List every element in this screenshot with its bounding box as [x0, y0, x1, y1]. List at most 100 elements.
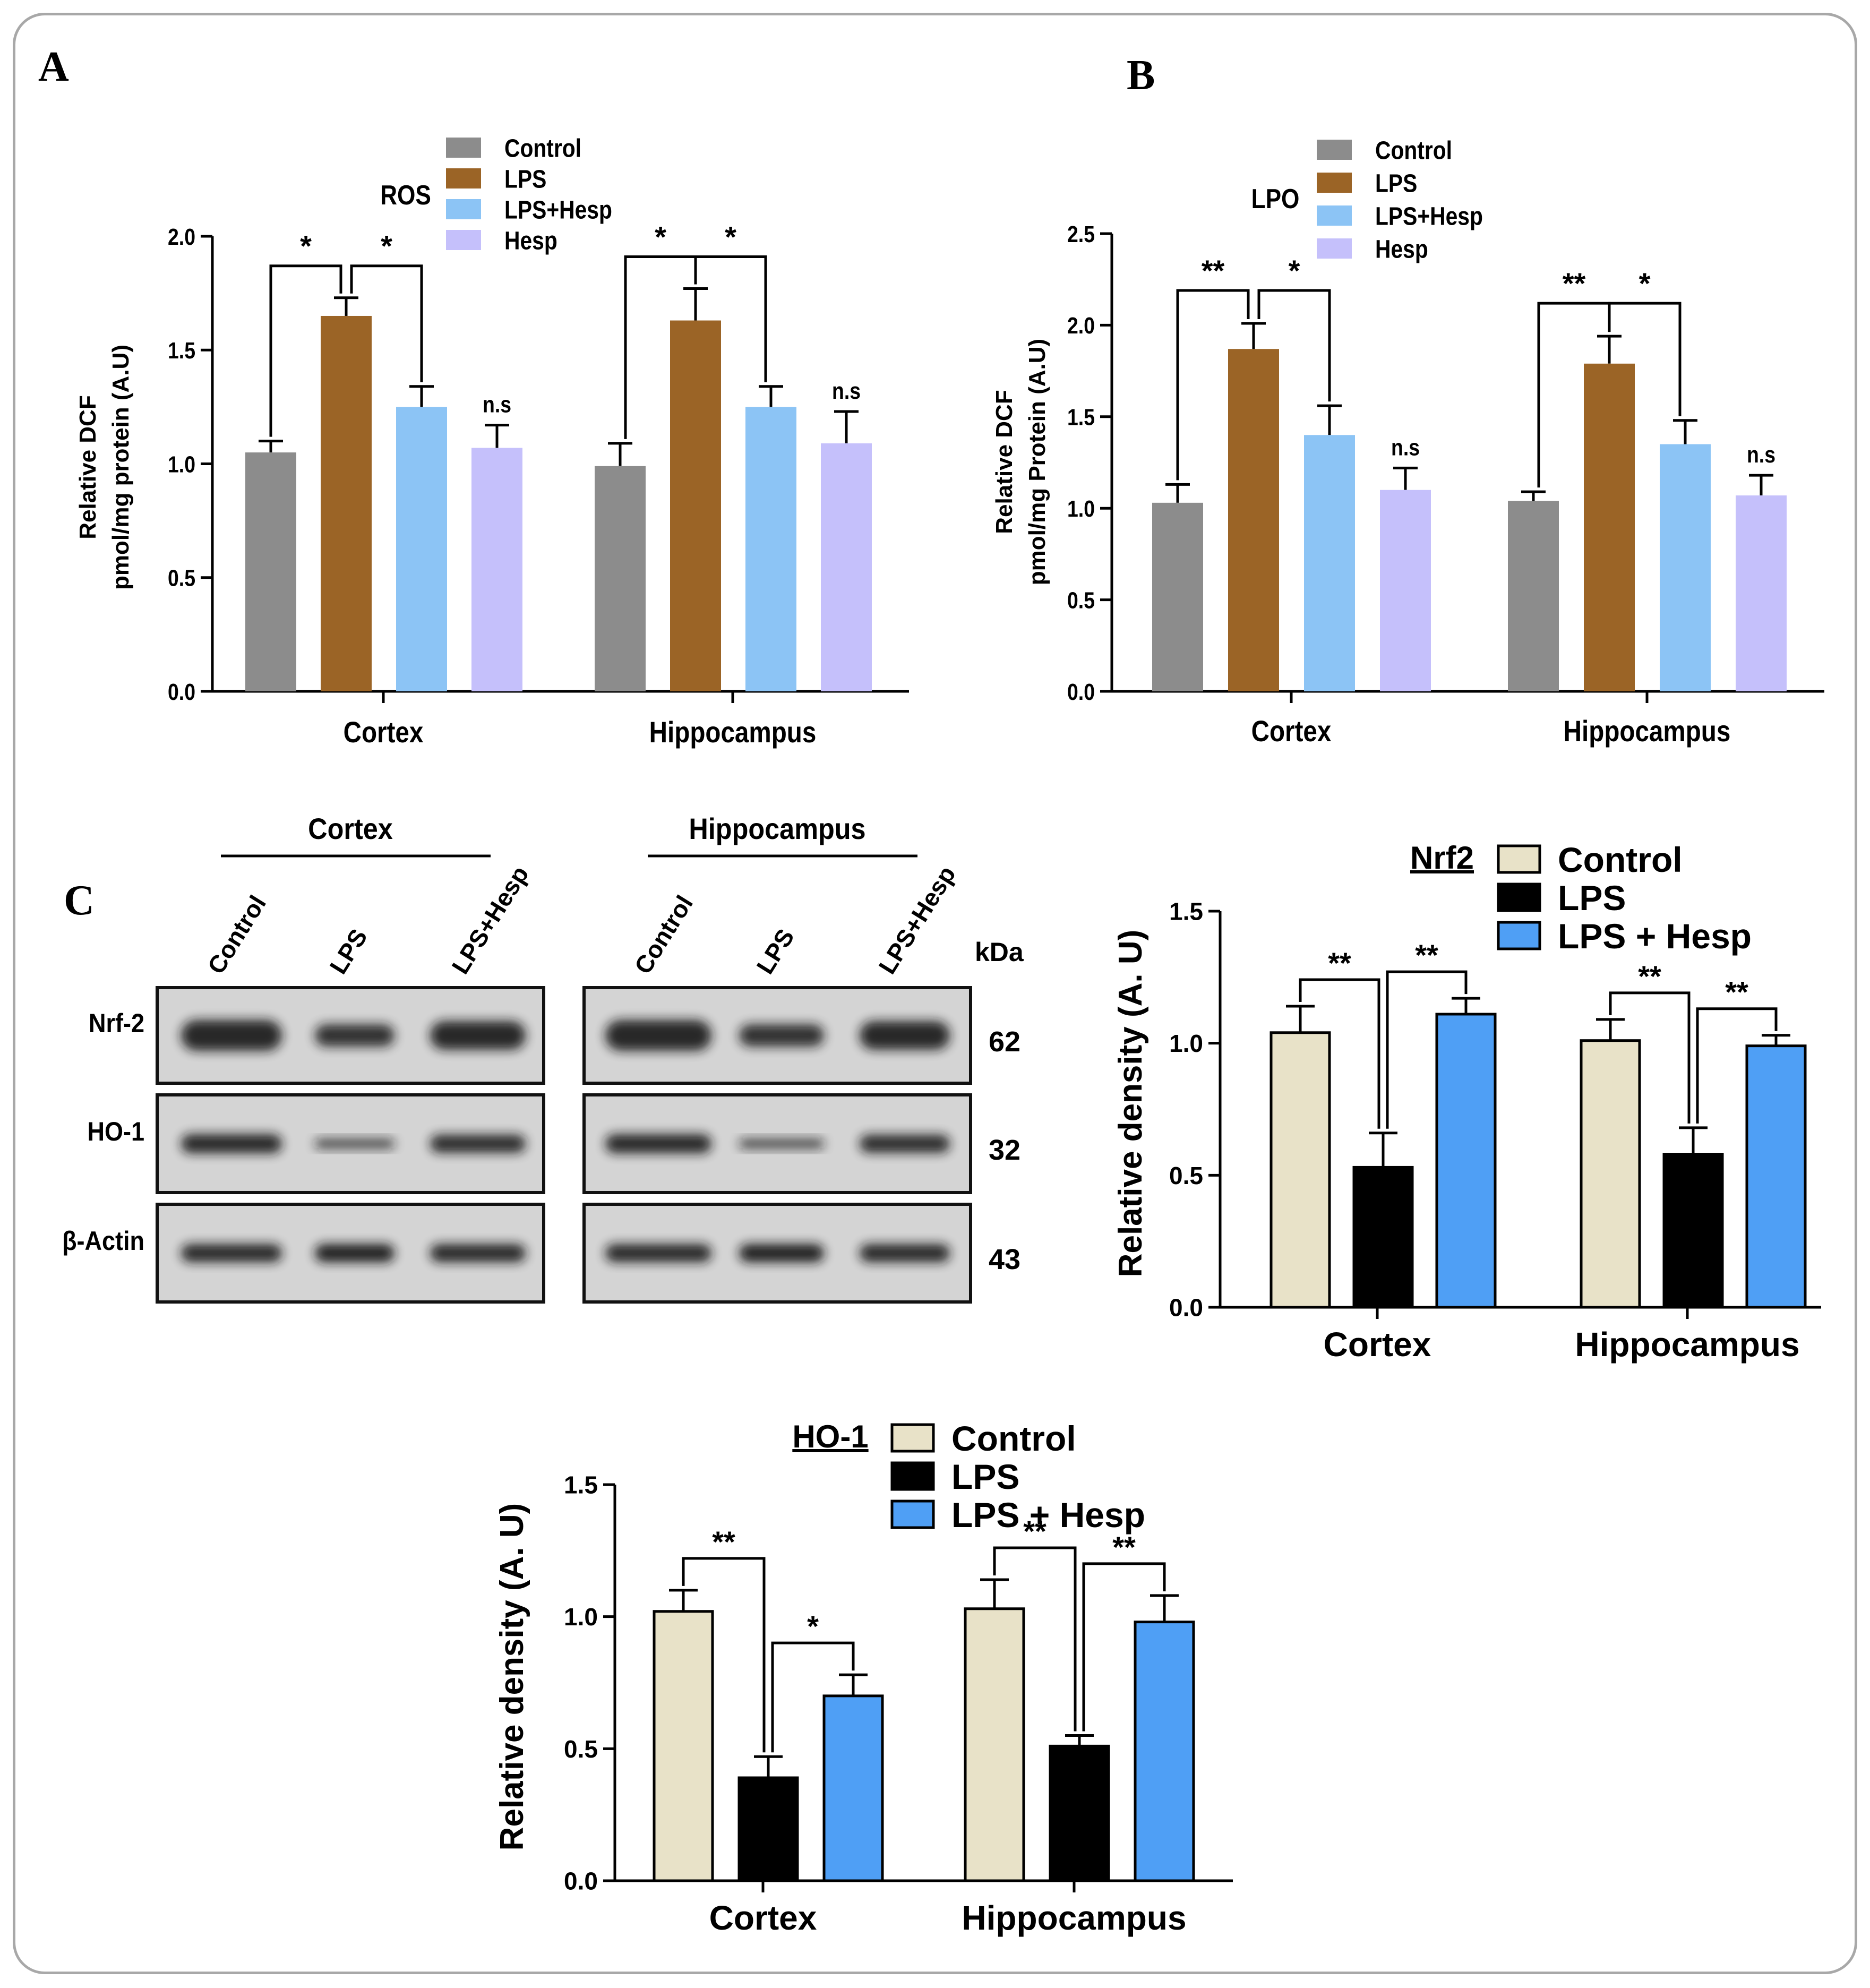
y-tick-label: 1.5 — [1169, 898, 1203, 926]
chart-ho1: 0.0 0.5 1.0 1.5 Relative density (A. U) Corte… — [494, 1419, 1233, 1937]
blot-protein-label: Nrf-2 — [89, 1009, 144, 1039]
significance-label: ** — [1202, 254, 1225, 287]
chart-ros: 0.0 0.5 1.0 1.5 2.0 Relative DCF pmol/mg prote… — [75, 134, 909, 749]
significance-bracket — [682, 1557, 766, 1753]
legend-swatch — [1497, 882, 1541, 912]
y-axis-label: Relative DCF — [75, 395, 101, 539]
x-category-label: Cortex — [1324, 1325, 1431, 1364]
blot-kda-value: 43 — [989, 1244, 1020, 1275]
significance-bracket — [694, 255, 767, 382]
legend-label: LPS — [504, 165, 546, 193]
y-tick-label: 0.0 — [1169, 1294, 1203, 1322]
significance-label: ** — [1112, 1530, 1136, 1564]
bar-cortex-lps — [1228, 349, 1279, 691]
legend-label: LPS+Hesp — [504, 196, 612, 224]
significance-label: n.s — [483, 391, 511, 418]
legend-swatch — [1497, 921, 1541, 950]
significance-label: ** — [1023, 1514, 1046, 1548]
bar-cortex-lps-hesp — [822, 1694, 884, 1882]
blot-band — [315, 1024, 394, 1047]
bar-cortex-lps-hesp — [1435, 1013, 1497, 1309]
x-category-label: Cortex — [709, 1899, 817, 1937]
bar-cortex-control — [1269, 1031, 1331, 1309]
bar-cortex-control — [1152, 502, 1203, 691]
y-tick-label: 0.5 — [1169, 1162, 1203, 1189]
significance-bracket — [269, 264, 342, 437]
legend-label: Control — [504, 134, 581, 162]
y-tick-label: 0.5 — [1067, 587, 1095, 614]
y-tick-label: 1.0 — [1169, 1030, 1203, 1057]
blot-lane-label: Control — [202, 890, 271, 979]
y-tick-label: 2.0 — [1067, 312, 1095, 339]
legend-swatch — [446, 199, 481, 219]
legend-label: Hesp — [1375, 235, 1428, 263]
bar-hippocampus-hesp — [1736, 495, 1787, 691]
legend-swatch — [1497, 844, 1541, 874]
blot-lane-label: LPS — [751, 924, 800, 979]
bar-hippocampus-control — [1580, 1039, 1641, 1309]
bar-cortex-lps-hesp — [1304, 435, 1355, 691]
significance-label: * — [300, 229, 312, 263]
y-tick-label: 1.5 — [1067, 404, 1095, 431]
legend-swatch — [1317, 140, 1352, 160]
bar-hippocampus-lps — [1049, 1744, 1110, 1882]
significance-label: ** — [1725, 975, 1748, 1009]
legend-label: LPS+Hesp — [1375, 202, 1483, 230]
blot-kda-value: 32 — [989, 1134, 1020, 1166]
blot-lane-label: Control — [629, 890, 698, 979]
legend-swatch — [1317, 173, 1352, 193]
y-axis-label: Relative DCF — [991, 390, 1017, 534]
significance-bracket — [1299, 978, 1380, 1129]
significance-label: * — [725, 220, 736, 254]
significance-bracket — [1609, 991, 1691, 1124]
legend-swatch — [446, 138, 481, 158]
y-tick-label: 1.5 — [564, 1471, 598, 1499]
chart-nrf2: 0.0 0.5 1.0 1.5 Relative density (A. U) Corte… — [1112, 840, 1821, 1364]
blot-band — [739, 1139, 824, 1149]
bar-hippocampus-hesp — [821, 443, 872, 691]
blot-band — [181, 1020, 282, 1051]
significance-label: * — [381, 229, 392, 263]
chart-title: HO-1 — [792, 1419, 868, 1454]
bar-hippocampus-lps-hesp — [1134, 1621, 1195, 1882]
panel-label-b: B — [1127, 52, 1155, 99]
blot-band — [430, 1244, 526, 1262]
y-axis-label: pmol/mg Protein (A.U) — [1024, 339, 1050, 585]
x-category-label: Hippocampus — [1575, 1325, 1799, 1364]
legend-swatch — [446, 168, 481, 188]
legend-swatch — [1317, 205, 1352, 226]
blot-band — [315, 1244, 394, 1262]
y-tick-label: 1.0 — [1067, 495, 1095, 522]
y-tick-label: 0.5 — [168, 565, 195, 592]
legend-swatch — [890, 1499, 935, 1529]
legend-swatch — [446, 230, 481, 250]
blot-kda-label: kDa — [975, 937, 1024, 967]
bar-cortex-control — [245, 452, 296, 691]
bar-hippocampus-control — [595, 466, 646, 691]
significance-label: ** — [712, 1525, 735, 1558]
blot-band — [430, 1135, 526, 1153]
significance-bracket — [1608, 302, 1682, 416]
significance-bracket — [771, 1641, 855, 1753]
bar-cortex-lps — [321, 315, 372, 691]
blot-lane-label: LPS+Hesp — [446, 861, 534, 979]
blot-band — [181, 1134, 282, 1153]
significance-label: * — [807, 1609, 819, 1643]
y-axis-label: Relative density (A. U) — [1112, 930, 1149, 1278]
y-tick-label: 0.5 — [564, 1735, 598, 1763]
x-category-label: Hippocampus — [649, 716, 817, 749]
blot-band — [739, 1024, 824, 1047]
legend-label: Control — [1558, 840, 1683, 879]
y-tick-label: 1.0 — [168, 451, 195, 477]
bar-cortex-control — [653, 1610, 714, 1882]
significance-label: n.s — [1391, 434, 1420, 460]
bar-hippocampus-control — [964, 1607, 1025, 1882]
blot-region-label: Cortex — [308, 813, 393, 846]
bar-cortex-hesp — [1380, 490, 1431, 691]
blot-band — [860, 1135, 950, 1153]
y-tick-label: 1.5 — [168, 337, 195, 364]
chart-title: LPO — [1251, 184, 1300, 215]
chart-lpo: 0.0 0.5 1.0 1.5 2.0 2.5 Relative DCF pmol/mg Pr… — [991, 136, 1824, 748]
